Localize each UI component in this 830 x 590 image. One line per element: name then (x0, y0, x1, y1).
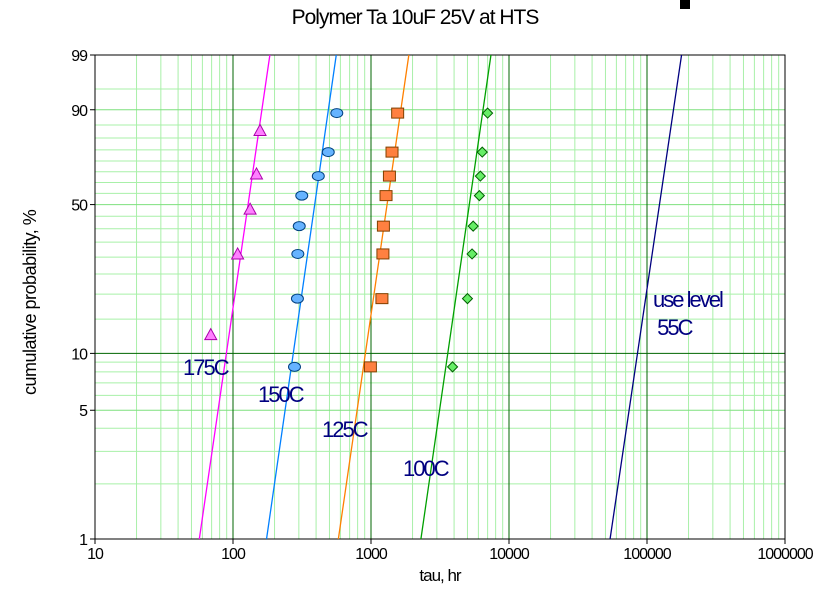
point-125c (379, 190, 393, 202)
y-tick-label: 90 (71, 103, 88, 120)
major-gridlines (95, 55, 785, 539)
x-tick-label: 100 (221, 546, 246, 563)
point-100c (473, 189, 486, 202)
point-125c (385, 146, 399, 158)
x-tick-labels: 10 100 1000 10000 100000 1000000 (87, 539, 815, 563)
y-axis-label: cumulative probability, % (20, 209, 40, 395)
point-125c (375, 293, 389, 305)
point-100c (481, 107, 494, 119)
y-tick-label: 99 (71, 48, 88, 65)
point-150c (290, 293, 304, 304)
point-150c (330, 108, 344, 119)
point-100c (467, 220, 479, 232)
x-tick-label: 1000 (355, 546, 388, 563)
point-175c (249, 166, 264, 180)
point-150c (321, 147, 335, 158)
point-150c (295, 190, 309, 201)
point-100c (461, 292, 474, 305)
plot-frame (94, 54, 786, 540)
point-175c (243, 202, 257, 215)
point-150c (292, 221, 306, 232)
point-150c (287, 361, 301, 372)
point-175c (230, 246, 245, 260)
point-125c (363, 361, 377, 373)
y-tick-label: 10 (71, 346, 88, 363)
point-150c (311, 171, 325, 182)
y-tick-labels: 1 5 10 50 90 99 (71, 48, 95, 549)
x-tick-label: 100000 (623, 546, 671, 563)
point-100c (446, 361, 459, 373)
annotation-use-level-55c: use level 55C (653, 287, 724, 340)
point-125c (382, 170, 396, 182)
fit-line-100c (420, 54, 492, 540)
y-tick-label: 1 (79, 532, 88, 549)
annotation-125c: 125C (322, 417, 369, 442)
x-axis-label: tau, hr (419, 566, 461, 585)
point-150c (291, 248, 305, 259)
fit-line-55c (609, 54, 683, 540)
point-125c (376, 220, 390, 232)
chart-title: Polymer Ta 10uF 25V at HTS (291, 6, 540, 29)
x-tick-label: 10 (87, 546, 104, 563)
point-175c (203, 327, 218, 341)
point-100c (474, 170, 487, 182)
point-125c (376, 248, 390, 260)
y-tick-label: 50 (71, 198, 88, 215)
title-artifact (680, 0, 690, 9)
x-tick-label: 10000 (489, 546, 530, 563)
point-100c (466, 248, 478, 260)
data-points (203, 107, 494, 373)
annotation-100c: 100C (403, 456, 450, 481)
x-tick-label: 1000000 (757, 546, 813, 563)
annotation-175c: 175C (183, 355, 230, 380)
point-125c (391, 107, 405, 119)
annotation-150c: 150C (258, 382, 305, 407)
point-100c (476, 146, 488, 158)
point-175c (253, 123, 267, 136)
fit-line-125c (337, 54, 410, 540)
y-tick-label: 5 (79, 403, 88, 420)
